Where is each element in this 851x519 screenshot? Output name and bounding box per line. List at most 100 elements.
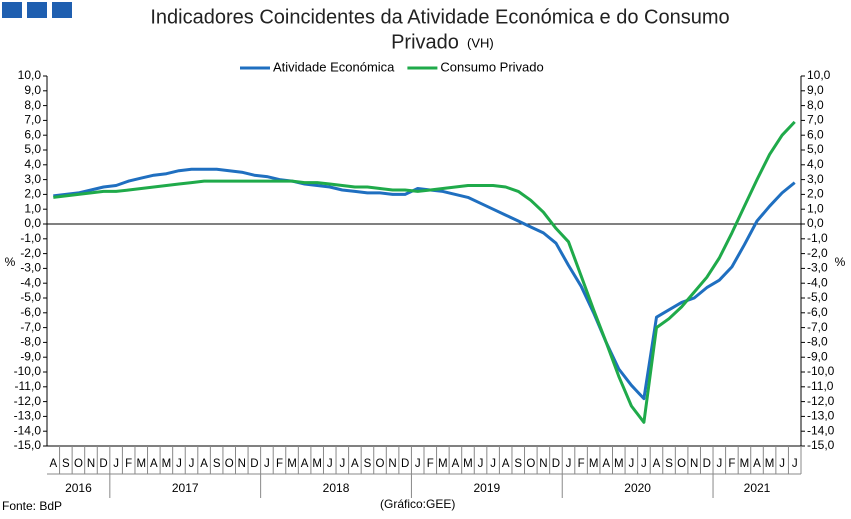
x-tick-label: N [87, 458, 95, 470]
y-tick-label: 7,0 [24, 113, 41, 127]
y-tick-label: -7,0 [20, 320, 41, 334]
y-tick-label: -11,0 [15, 379, 42, 393]
y2-tick-label: -13,0 [807, 409, 835, 423]
line-series [53, 120, 796, 424]
y-tick-label: -14,0 [14, 423, 42, 437]
chart-title: Indicadores Coincidentes da Atividade Ec… [150, 6, 729, 28]
x-tick-label: J [478, 458, 484, 470]
y-tick-label: 3,0 [24, 172, 41, 186]
x-tick-label: S [62, 458, 70, 470]
x-tick-label: M [287, 458, 297, 470]
source: Fonte: BdP [2, 499, 62, 513]
y2-tick-label: -6,0 [807, 305, 828, 319]
y-tick-label: 2,0 [24, 187, 41, 201]
y-tick-label: 9,0 [24, 83, 41, 97]
y-tick-label: 8,0 [24, 98, 41, 112]
x-tick-label: J [176, 458, 182, 470]
logo-square [27, 2, 47, 18]
x-tick-label: J [264, 458, 270, 470]
y2-tick-label: -8,0 [807, 335, 828, 349]
x-tick-label: D [99, 458, 107, 470]
y2-tick-label: -5,0 [807, 290, 828, 304]
x-tick-label: M [740, 458, 750, 470]
x-tick-label: J [415, 458, 421, 470]
y-tick-label: -5,0 [20, 290, 41, 304]
y2-tick-label: 2,0 [807, 187, 824, 201]
y-tick-label: -3,0 [20, 261, 41, 275]
x-tick-label: N [690, 458, 698, 470]
y2-tick-label: -10,0 [807, 364, 835, 378]
year-label: 2020 [624, 481, 651, 495]
x-tick-label: N [238, 458, 246, 470]
x-tick-label: D [703, 458, 711, 470]
x-tick-label: O [526, 458, 535, 470]
x-tick-label: S [213, 458, 221, 470]
x-tick-label: M [463, 458, 473, 470]
note: (Gráfico:GEE) [380, 497, 455, 511]
x-tick-label: F [578, 458, 585, 470]
x-tick-label: J [779, 458, 785, 470]
x-tick-label: J [327, 458, 333, 470]
y-axis-label: % [5, 255, 16, 269]
y2-tick-label: -4,0 [807, 275, 828, 289]
x-tick-label: N [388, 458, 396, 470]
x-tick-label: J [339, 458, 345, 470]
x-tick-label: O [677, 458, 686, 470]
logo-square [2, 2, 22, 18]
x-tick-label: S [514, 458, 522, 470]
x-tick-label: A [502, 458, 510, 470]
x-tick-label: A [753, 458, 761, 470]
x-tick-label: F [276, 458, 283, 470]
y-tick-label: 0,0 [24, 216, 41, 230]
x-tick-label: M [136, 458, 146, 470]
y-tick-label: 10,0 [18, 68, 42, 82]
y2-tick-label: 10,0 [807, 68, 831, 82]
x-tick-label: M [312, 458, 322, 470]
x-tick-label: J [490, 458, 496, 470]
year-label: 2016 [65, 481, 92, 495]
y2-tick-label: -1,0 [807, 231, 828, 245]
x-tick-label: O [225, 458, 234, 470]
x-tick-label: J [566, 458, 572, 470]
x-tick-label: J [628, 458, 634, 470]
x-tick-label: A [301, 458, 309, 470]
year-label: 2021 [744, 481, 771, 495]
x-tick-label: D [401, 458, 409, 470]
x-tick-label: A [49, 458, 57, 470]
title-note: (VH) [467, 35, 494, 50]
x-tick-label: J [641, 458, 647, 470]
x-tick-label: D [250, 458, 258, 470]
y2-tick-label: -12,0 [807, 394, 835, 408]
x-tick-label: M [589, 458, 599, 470]
x-tick-label: F [125, 458, 132, 470]
y2-tick-label: -3,0 [807, 261, 828, 275]
y-tick-label: 5,0 [24, 142, 41, 156]
y2-tick-label: 6,0 [807, 127, 824, 141]
x-tick-label: S [364, 458, 372, 470]
y-tick-label: -1,0 [20, 231, 41, 245]
y2-tick-label: 4,0 [807, 157, 824, 171]
x-tick-label: O [376, 458, 385, 470]
x-tick-label: M [765, 458, 775, 470]
y2-axis-label: % [835, 255, 846, 269]
x-tick-label: J [113, 458, 119, 470]
y-tick-label: 6,0 [24, 127, 41, 141]
y2-tick-label: 7,0 [807, 113, 824, 127]
logo-square [52, 2, 72, 18]
x-tick-label: M [162, 458, 172, 470]
y-tick-label: -2,0 [20, 246, 41, 260]
y-tick-label: -6,0 [20, 305, 41, 319]
x-tick-label: A [602, 458, 610, 470]
y-tick-label: -10,0 [14, 364, 42, 378]
y2-tick-label: -9,0 [807, 349, 828, 363]
x-tick-label: N [539, 458, 547, 470]
y-tick-label: -9,0 [20, 349, 41, 363]
x-tick-label: M [614, 458, 624, 470]
year-label: 2018 [323, 481, 350, 495]
y2-tick-label: -15,0 [807, 438, 835, 452]
y-tick-label: -8,0 [20, 335, 41, 349]
y2-tick-label: 5,0 [807, 142, 824, 156]
y-tick-label: -12,0 [14, 394, 42, 408]
x-tick-label: A [351, 458, 359, 470]
y2-tick-label: -11,0 [807, 379, 834, 393]
